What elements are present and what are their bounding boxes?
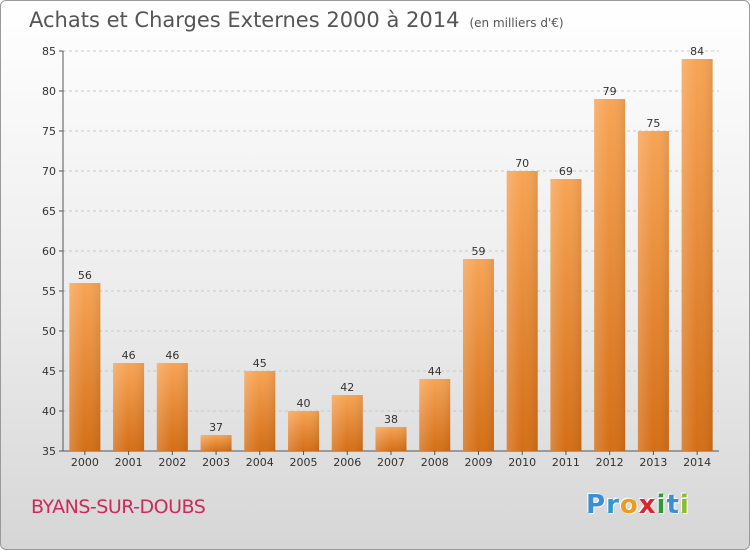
y-tick-label: 60 bbox=[42, 245, 56, 258]
x-tick-label: 2000 bbox=[71, 456, 99, 469]
x-tick-label: 2011 bbox=[552, 456, 580, 469]
value-label: 69 bbox=[559, 165, 573, 178]
chart-title-text: Achats et Charges Externes 2000 à 2014 bbox=[29, 8, 460, 32]
logo-letter: x bbox=[638, 490, 657, 520]
y-tick-label: 65 bbox=[42, 205, 56, 218]
value-label: 42 bbox=[340, 381, 354, 394]
value-label: 46 bbox=[122, 349, 136, 362]
y-tick-label: 70 bbox=[42, 165, 56, 178]
bar-shade bbox=[113, 363, 145, 451]
logo-letter: r bbox=[606, 490, 620, 520]
x-tick-label: 2004 bbox=[246, 456, 274, 469]
x-tick-label: 2003 bbox=[202, 456, 230, 469]
bar-shade bbox=[69, 283, 101, 451]
value-label: 75 bbox=[646, 117, 660, 130]
y-tick-labels: 35 40 45 50 55 60 65 70 75 80 85 bbox=[42, 45, 56, 458]
logo-letter: i bbox=[679, 490, 690, 520]
logo-letter: P bbox=[586, 490, 607, 520]
y-tick-label: 45 bbox=[42, 365, 56, 378]
bar-shade bbox=[244, 371, 276, 451]
bar-shade bbox=[462, 259, 494, 451]
y-tick-label: 55 bbox=[42, 285, 56, 298]
bar-shade bbox=[681, 59, 713, 451]
value-label: 79 bbox=[603, 85, 617, 98]
x-tick-label: 2010 bbox=[508, 456, 536, 469]
y-tick-label: 40 bbox=[42, 405, 56, 418]
x-tick-label: 2014 bbox=[683, 456, 711, 469]
bar-shade bbox=[419, 379, 451, 451]
x-tick-labels: 2000 2001 2002 2003 2004 2005 2006 2007 2008 2009… bbox=[71, 456, 711, 469]
bar-shade bbox=[375, 427, 407, 451]
logo-letter: t bbox=[666, 490, 680, 520]
value-label: 59 bbox=[471, 245, 485, 258]
value-label: 45 bbox=[253, 357, 267, 370]
value-label: 44 bbox=[428, 365, 442, 378]
x-tick-label: 2012 bbox=[596, 456, 624, 469]
bars bbox=[69, 59, 713, 451]
value-label: 40 bbox=[297, 397, 311, 410]
bar-shade bbox=[200, 435, 232, 451]
chart-subtitle: (en milliers d'€) bbox=[469, 16, 564, 30]
value-label: 46 bbox=[165, 349, 179, 362]
bar-shade bbox=[331, 395, 363, 451]
x-tick-label: 2007 bbox=[377, 456, 405, 469]
y-tick-label: 50 bbox=[42, 325, 56, 338]
value-label: 84 bbox=[690, 45, 704, 58]
x-tick-label: 2008 bbox=[421, 456, 449, 469]
bar-shade bbox=[156, 363, 188, 451]
bar-shade bbox=[594, 99, 626, 451]
bar-shade bbox=[637, 131, 669, 451]
x-tick-label: 2001 bbox=[115, 456, 143, 469]
y-tick-label: 75 bbox=[42, 125, 56, 138]
bar-shade bbox=[550, 179, 582, 451]
value-label: 70 bbox=[515, 157, 529, 170]
chart-title: Achats et Charges Externes 2000 à 2014 (e… bbox=[29, 8, 564, 32]
value-label: 37 bbox=[209, 421, 223, 434]
x-tick-label: 2005 bbox=[290, 456, 318, 469]
x-tick-label: 2002 bbox=[158, 456, 186, 469]
value-label: 56 bbox=[78, 269, 92, 282]
y-tick-label: 80 bbox=[42, 85, 56, 98]
city-name: BYANS-SUR-DOUBS bbox=[31, 496, 206, 518]
x-tick-label: 2013 bbox=[639, 456, 667, 469]
x-tick-label: 2006 bbox=[333, 456, 361, 469]
value-label: 38 bbox=[384, 413, 398, 426]
y-tick-label: 35 bbox=[42, 445, 56, 458]
value-labels: 56 46 46 37 45 40 42 38 44 59 70 69 79 75 84 bbox=[78, 45, 704, 434]
proxiti-logo: Proxiti bbox=[586, 490, 690, 520]
bar-shade bbox=[506, 171, 538, 451]
logo-letter: o bbox=[619, 490, 639, 520]
y-tick-label: 85 bbox=[42, 45, 56, 58]
x-tick-label: 2009 bbox=[464, 456, 492, 469]
bar-shade bbox=[288, 411, 320, 451]
logo-letter: i bbox=[656, 490, 667, 520]
